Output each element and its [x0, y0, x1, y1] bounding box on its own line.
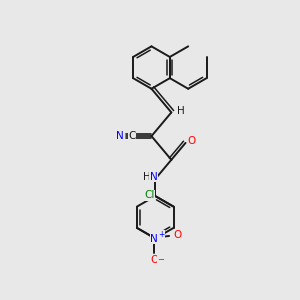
Text: N: N	[116, 130, 124, 140]
Text: N: N	[150, 172, 158, 182]
Text: O: O	[187, 136, 196, 146]
Text: −: −	[157, 255, 164, 264]
Text: C: C	[128, 130, 135, 140]
Text: Cl: Cl	[144, 190, 154, 200]
Text: H: H	[143, 172, 151, 182]
Text: H: H	[177, 106, 184, 116]
Text: O: O	[150, 255, 158, 265]
Text: +: +	[158, 230, 165, 239]
Text: N: N	[151, 234, 158, 244]
Text: O: O	[173, 230, 181, 240]
